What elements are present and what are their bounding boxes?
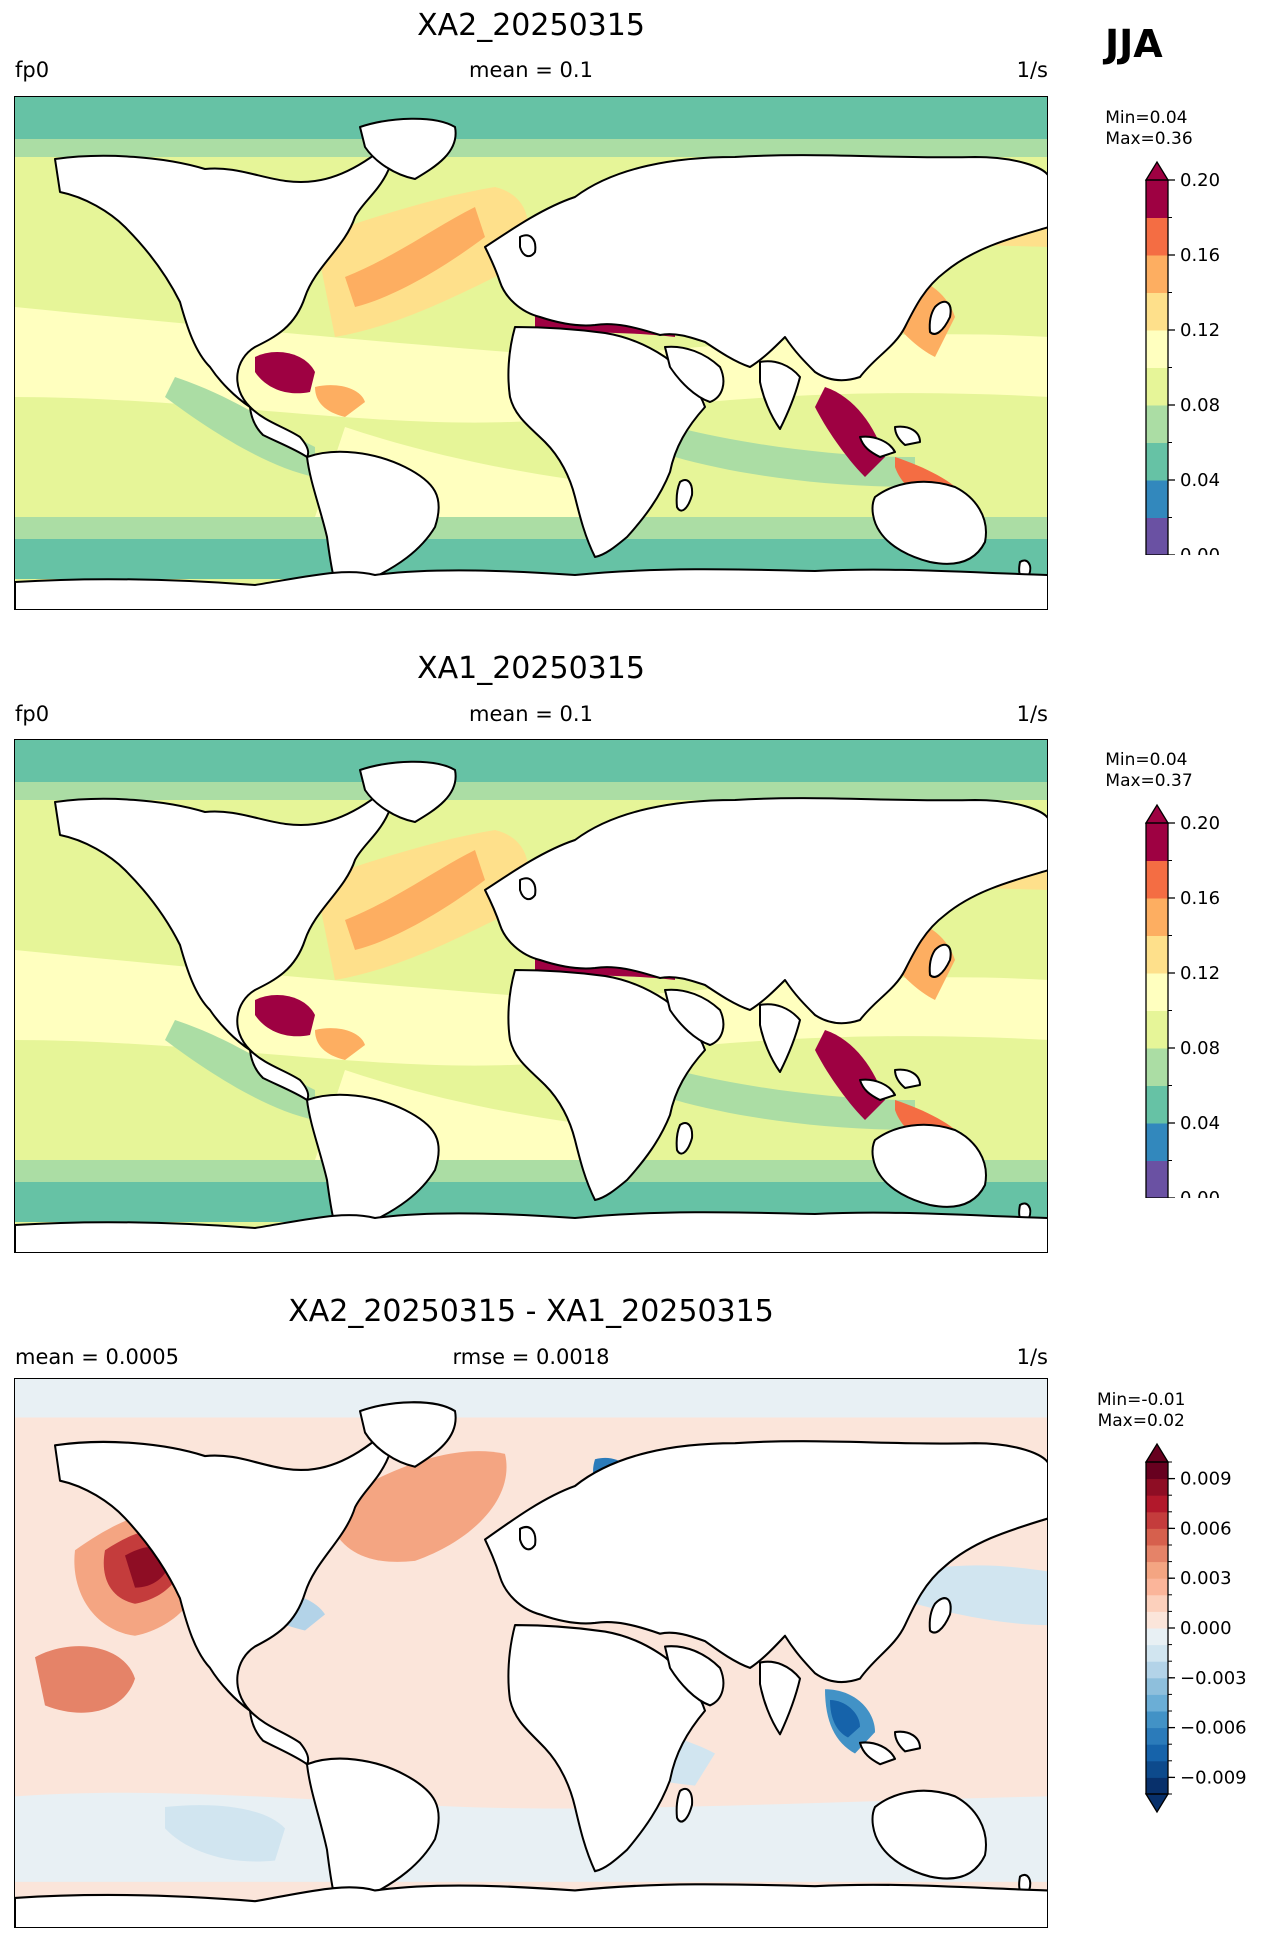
colorbar-tick-label: 0.006 (1180, 1518, 1232, 1539)
colorbar-segment (1146, 217, 1168, 256)
colorbar-segment (1146, 517, 1168, 555)
colorbar-tick-label: −0.009 (1180, 1767, 1247, 1788)
panel-3-rmse-label: rmse = 0.0018 (452, 1345, 610, 1369)
colorbar-extend-max (1144, 1442, 1170, 1463)
panel-2-minmax: Min=0.04 Max=0.37 (1105, 750, 1193, 791)
colorbar-segment (1146, 405, 1168, 443)
colorbar-tick-label: −0.003 (1180, 1668, 1247, 1689)
panel-3-title: XA2_20250315 - XA1_20250315 (288, 1294, 774, 1329)
panel-2-map-svg (15, 740, 1047, 1252)
colorbar-segment (1146, 1123, 1168, 1161)
colorbar-segment (1146, 1777, 1168, 1795)
colorbar-extend-max (1144, 160, 1170, 181)
colorbar-tick-label: 0.20 (1180, 170, 1220, 191)
colorbar-segment (1146, 1160, 1168, 1198)
colorbar-segment (1146, 1644, 1168, 1662)
colorbar-tick-label: 0.08 (1180, 395, 1220, 416)
colorbar-tick-label: 0.04 (1180, 470, 1220, 491)
colorbar-segment (1146, 292, 1168, 331)
panel-1-mean-label: mean = 0.1 (469, 58, 593, 82)
panel-3-colorbar-svg: −0.009 −0.006 −0.003 0.000 0.003 0.006 0.009 (1144, 1442, 1247, 1814)
panel-1-colorbar-svg: 0.00 0.04 0.08 0.12 0.16 0.20 (1144, 160, 1220, 555)
colorbar-segment (1146, 1048, 1168, 1086)
colorbar-segment (1146, 1727, 1168, 1745)
panel-2-variable-label: fp0 (15, 702, 50, 726)
colorbar-segment (1146, 1711, 1168, 1729)
colorbar-segment (1146, 1528, 1168, 1546)
colorbar-tick-label: 0.20 (1180, 813, 1220, 834)
panel-2-map (14, 739, 1048, 1253)
colorbar-segment (1146, 1628, 1168, 1646)
panel-1-units-label: 1/s (1016, 58, 1048, 82)
colorbar-tick-label: 0.16 (1180, 245, 1220, 266)
colorbar-segment (1146, 1511, 1168, 1529)
colorbar-segment (1146, 180, 1168, 218)
colorbar-segment (1146, 1085, 1168, 1124)
colorbar-tick-label: 0.12 (1180, 320, 1220, 341)
colorbar-tick-label: 0.003 (1180, 1568, 1232, 1589)
panel-3-minmax: Min=-0.01 Max=0.02 (1097, 1390, 1186, 1431)
panel-2-title: XA1_20250315 (417, 651, 645, 686)
colorbar-segment (1146, 255, 1168, 293)
colorbar-segment (1146, 1594, 1168, 1612)
colorbar-segment (1146, 1744, 1168, 1762)
colorbar-segment (1146, 898, 1168, 936)
panel-1-variable-label: fp0 (15, 58, 50, 82)
panel-1-colorbar: 0.00 0.04 0.08 0.12 0.16 0.20 (1140, 160, 1260, 555)
panel-1-title: XA2_20250315 (417, 8, 645, 43)
panel-3-colorbar: −0.009 −0.006 −0.003 0.000 0.003 0.006 0.009 (1140, 1442, 1260, 1842)
colorbar-segment (1146, 1760, 1168, 1778)
colorbar-segment (1146, 367, 1168, 406)
panel-1-map-svg (15, 97, 1047, 609)
panel-2-colorbar-svg: 0.00 0.04 0.08 0.12 0.16 0.20 (1144, 803, 1220, 1198)
colorbar-tick-label: 0.08 (1180, 1038, 1220, 1059)
panel-1-map (14, 96, 1048, 610)
colorbar-tick-label: 0.12 (1180, 963, 1220, 984)
panel-3-mean-label: mean = 0.0005 (15, 1345, 179, 1369)
colorbar-segment (1146, 1561, 1168, 1579)
colorbar-segment (1146, 935, 1168, 974)
colorbar-segment (1146, 1462, 1168, 1480)
panel-2-units-label: 1/s (1016, 702, 1048, 726)
colorbar-tick-label: −0.006 (1180, 1718, 1247, 1739)
colorbar-segment (1146, 442, 1168, 481)
colorbar-segment (1146, 330, 1168, 368)
panel-2-colorbar: 0.00 0.04 0.08 0.12 0.16 0.20 (1140, 803, 1260, 1198)
colorbar-tick-label: 0.04 (1180, 1113, 1220, 1134)
colorbar-segment (1146, 823, 1168, 861)
colorbar-segment (1146, 1010, 1168, 1049)
colorbar-extend-max (1144, 803, 1170, 824)
colorbar-tick-label: 0.16 (1180, 888, 1220, 909)
panel-1-minmax: Min=0.04 Max=0.36 (1105, 108, 1193, 149)
colorbar-segment (1146, 973, 1168, 1011)
panel-3-map-svg (15, 1379, 1047, 1927)
colorbar-segment (1146, 1694, 1168, 1712)
colorbar-segment (1146, 1578, 1168, 1596)
season-label: JJA (1105, 22, 1163, 66)
panel-3-units-label: 1/s (1016, 1345, 1048, 1369)
colorbar-segment (1146, 480, 1168, 518)
colorbar-tick-label: 0.009 (1180, 1469, 1232, 1490)
colorbar-segment (1146, 1611, 1168, 1629)
colorbar-extend-min (1144, 1793, 1170, 1814)
colorbar-segment (1146, 1495, 1168, 1513)
colorbar-segment (1146, 1545, 1168, 1563)
colorbar-tick-label: 0.000 (1180, 1618, 1232, 1639)
colorbar-segment (1146, 1478, 1168, 1496)
colorbar-tick-label: 0.00 (1180, 1188, 1220, 1198)
colorbar-segment (1146, 1661, 1168, 1679)
colorbar-tick-label: 0.00 (1180, 545, 1220, 555)
colorbar-segment (1146, 1677, 1168, 1695)
colorbar-segment (1146, 860, 1168, 899)
panel-2-mean-label: mean = 0.1 (469, 702, 593, 726)
panel-3-map (14, 1378, 1048, 1928)
